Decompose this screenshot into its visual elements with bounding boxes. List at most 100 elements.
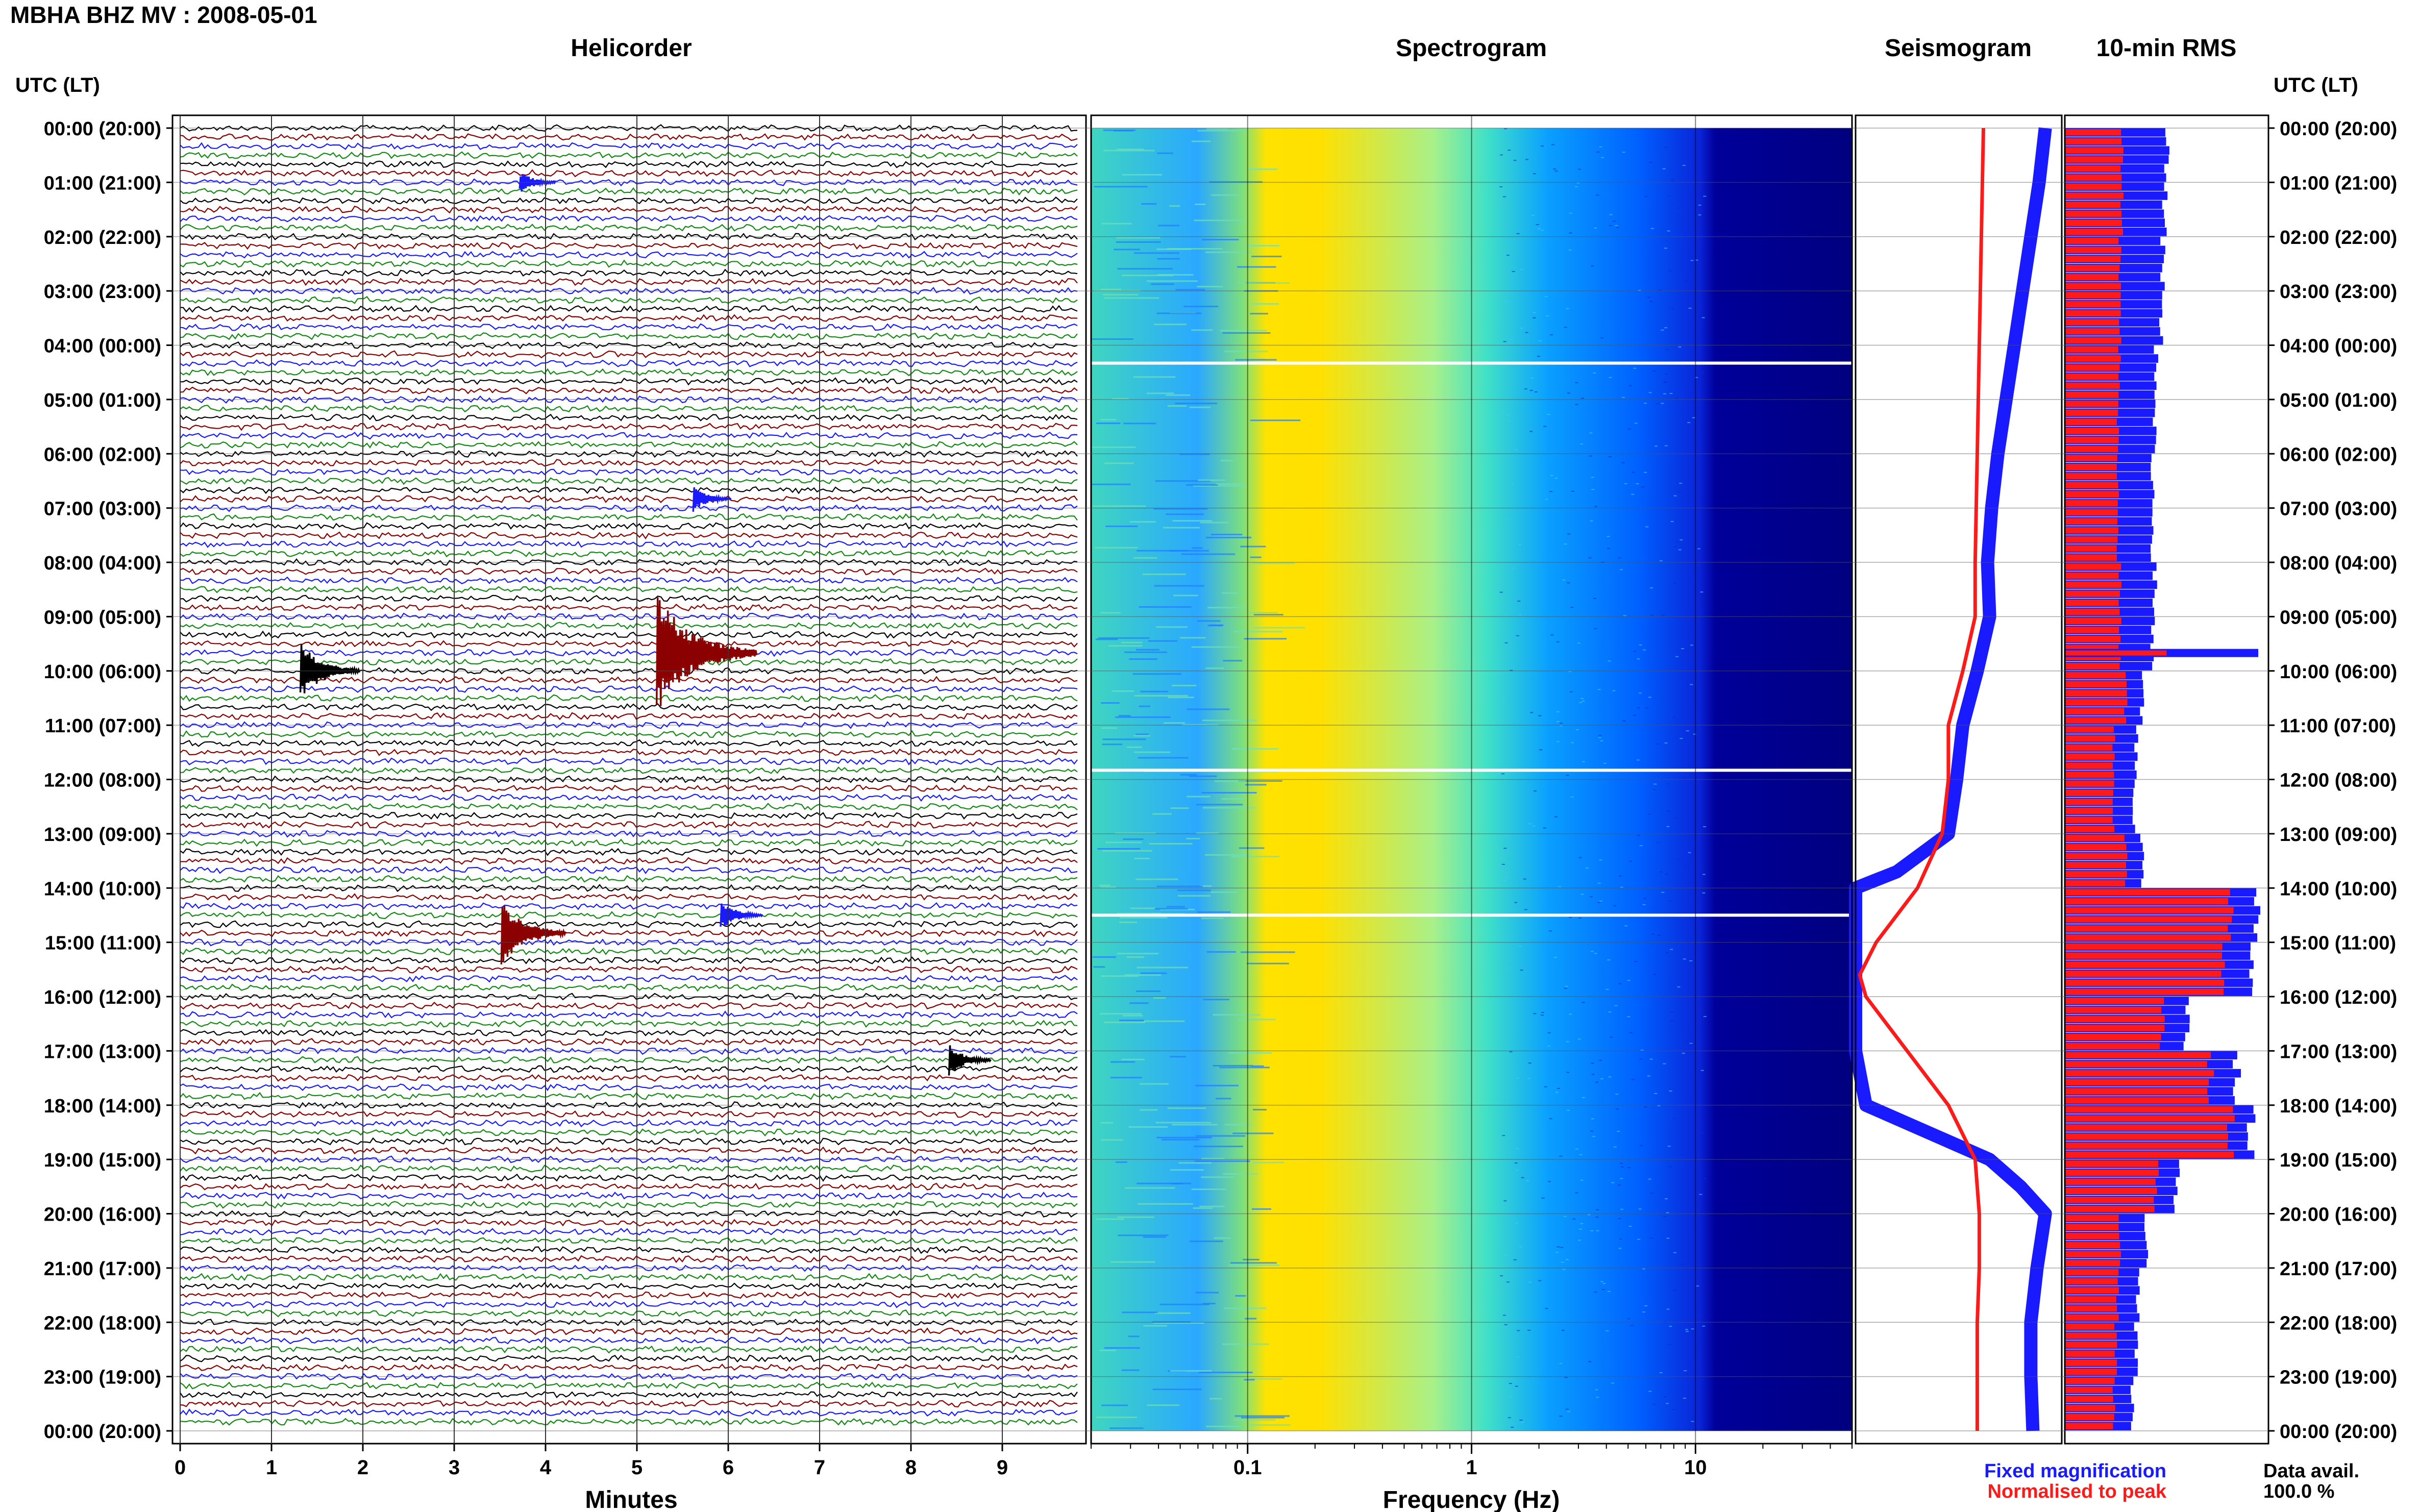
spectrogram-speckle [1624,925,1628,927]
spectrogram-streak [1101,702,1120,704]
spectrogram-speckle [1554,816,1558,817]
spectrogram-speckle [1608,1291,1611,1292]
spectrogram-speckle [1683,958,1686,960]
spectrogram-speckle [1515,1170,1519,1171]
rms-bar-normalised [2065,554,2117,561]
spectrogram-speckle [1506,255,1510,256]
spectrogram-speckle [1619,569,1623,571]
spectrogram-streak [1198,1372,1253,1374]
y-tick-label-left: 17:00 (13:00) [44,1041,161,1062]
spectrogram-speckle [1587,1214,1591,1216]
helicorder-trace [180,1282,1077,1290]
rms-bar-normalised [2065,925,2228,932]
spectrogram-speckle [1577,1038,1581,1040]
spectrogram-streak [1142,573,1186,575]
spectrogram-speckle [1541,230,1544,231]
spectrogram-speckle [1673,1252,1677,1253]
spectrogram-speckle [1532,825,1536,827]
spectrogram-speckle [1503,341,1507,342]
spectrogram-speckle [1694,664,1698,665]
rms-bar-normalised [2065,1269,2119,1276]
y-tick-label-left: 14:00 (10:00) [44,878,161,900]
helicorder-trace [180,459,1078,467]
helicorder-trace [180,504,1078,512]
spectrogram-speckle [1661,329,1664,331]
spectrogram-speckle [1634,423,1638,424]
helicorder-trace [180,866,1078,875]
helicorder-trace [180,938,1078,947]
spectrogram-streak [1091,483,1131,485]
rms-bar-normalised [2065,907,2234,914]
spectrogram-streak [1136,649,1159,651]
spectrogram-speckle [1618,1218,1621,1220]
spectrogram-speckle [1578,917,1582,919]
helicorder-trace [180,432,1078,440]
y-tick-label-left: 01:00 (21:00) [44,172,161,194]
spectrogram-speckle [1510,1397,1513,1398]
spectrogram-streak [1187,708,1230,710]
spectrogram-speckle [1566,1259,1569,1260]
spectrogram-speckle [1574,186,1578,187]
helicorder-trace [180,965,1078,974]
spectrogram-streak [1158,225,1180,227]
spectrogram-streak [1199,1205,1225,1207]
helicorder-trace [180,359,1078,367]
helicorder-trace [180,1354,1078,1363]
spectrogram-speckle [1524,909,1527,910]
x-tick-label: 2 [357,1456,368,1479]
x-tick-label: 10 [1684,1456,1707,1479]
spectrogram-speckle [1622,720,1626,722]
helicorder-trace [180,1182,1078,1191]
spectrogram-speckle [1545,1308,1548,1309]
spectrogram-speckle [1599,859,1602,861]
rms-bar-normalised [2065,1115,2235,1122]
spectrogram-streak [1154,585,1204,587]
spectrogram-streak [1099,884,1110,886]
spectrogram-streak [1099,1349,1116,1351]
spectrogram-speckle [1561,1330,1565,1331]
helicorder-trace [180,585,1078,593]
rms-bar-normalised [2065,382,2120,389]
spectrogram-speckle [1644,196,1648,197]
spectrogram-speckle [1673,716,1676,718]
helicorder-trace [180,1227,1078,1236]
spectrogram-streak [1159,908,1195,910]
spectrogram-speckle [1600,740,1603,741]
spectrogram-speckle [1511,567,1515,569]
spectrogram-streak [1119,916,1168,919]
helicorder-trace [180,911,1078,920]
spectrogram-speckle [1590,520,1593,522]
spectrogram-speckle [1652,789,1656,790]
spectrogram-streak [1112,690,1134,692]
y-tick-label-left: 13:00 (09:00) [44,824,161,846]
spectrogram-xlabel: Frequency (Hz) [1383,1486,1560,1512]
spectrogram-streak [1195,1084,1239,1086]
seismic-event [655,597,758,706]
spectrogram-streak [1133,376,1176,378]
rms-bar-normalised [2065,1414,2114,1421]
spectrogram-speckle [1613,220,1616,222]
rms-bar-normalised [2065,229,2124,235]
spectrogram-speckle [1567,1411,1570,1412]
rms-bar-normalised [2065,608,2120,615]
x-tick-label: 7 [814,1456,825,1479]
spectrogram-speckle [1610,1036,1613,1038]
spectrogram-speckle [1575,1148,1578,1150]
rms-bar-normalised [2065,337,2121,344]
rms-bar-normalised [2065,862,2127,869]
spectrogram-speckle [1674,546,1677,548]
spectrogram-speckle [1688,307,1692,309]
spectrogram-streak [1201,1157,1225,1159]
spectrogram-speckle [1692,417,1695,418]
rms-bar-normalised [2065,1133,2228,1140]
spectrogram-speckle [1568,250,1572,251]
spectrogram-speckle [1547,1032,1551,1033]
helicorder-trace [180,377,1078,386]
spectrogram-speckle [1580,1179,1584,1181]
spectrogram-speckle [1590,1130,1593,1132]
rms-bar-normalised [2065,328,2120,335]
helicorder-trace [180,1119,1078,1128]
spectrogram-speckle [1598,737,1601,738]
spectrogram-speckle [1700,591,1704,593]
spectrogram-streak [1141,203,1157,205]
